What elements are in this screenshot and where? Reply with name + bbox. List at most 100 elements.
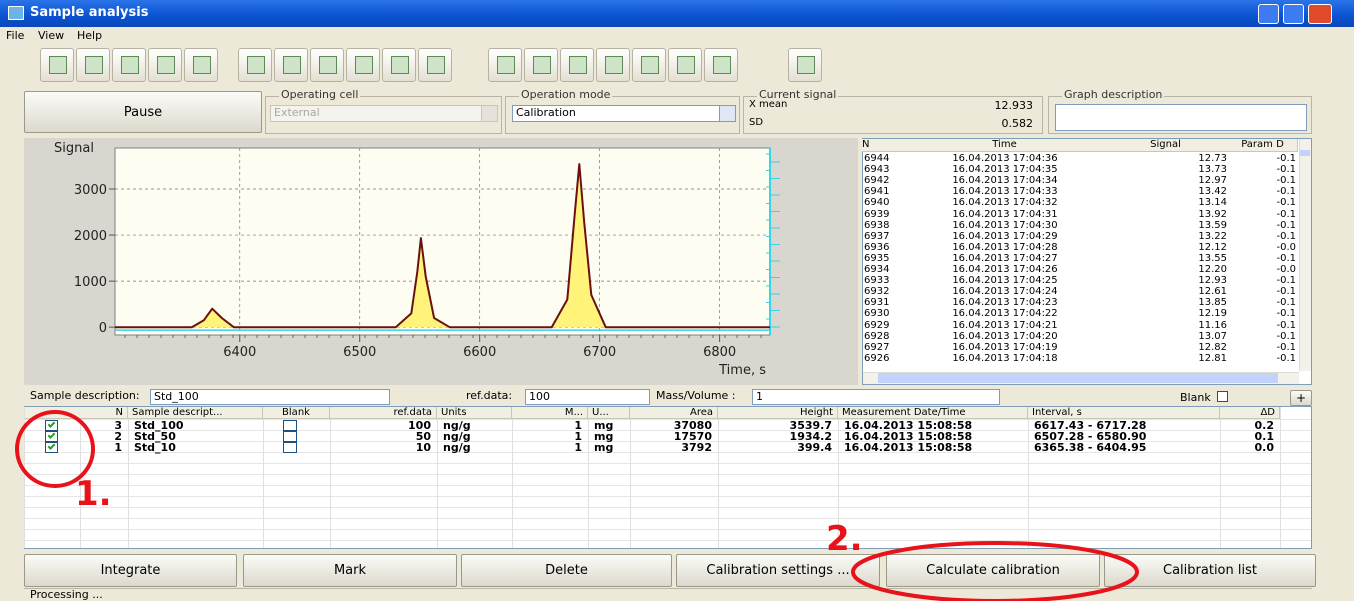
column-header[interactable]: Measurement Date/Time (838, 407, 1028, 419)
table-cell: 12.20 (1198, 264, 1227, 275)
menu-item[interactable]: View (38, 29, 65, 42)
action-button[interactable]: Delete (461, 554, 672, 587)
table-cell: 16.04.2013 17:04:21 (952, 319, 1058, 331)
minimize-button[interactable] (1258, 4, 1279, 24)
column-header: N (862, 139, 906, 152)
toolbar-icon (121, 56, 139, 74)
column-header[interactable]: ref.data (330, 407, 437, 419)
field-label: X mean (749, 99, 788, 110)
table-cell: 6926 (864, 352, 890, 364)
action-button[interactable]: Calibration settings ... (676, 554, 880, 587)
table-cell: -0.1 (1276, 341, 1296, 353)
row-line (25, 419, 1311, 420)
group-label: Operation mode (519, 88, 613, 101)
scroll-thumb[interactable] (1300, 150, 1310, 156)
table-cell: ng/g (443, 419, 471, 432)
column-line (330, 407, 331, 548)
column-line (128, 407, 129, 548)
graph-description-input[interactable] (1055, 104, 1307, 131)
group-label: Graph description (1062, 88, 1165, 101)
toolbar-button[interactable] (310, 48, 344, 82)
toolbar-button[interactable] (596, 48, 630, 82)
column-line (1220, 407, 1221, 548)
table-cell: -0.1 (1276, 208, 1296, 220)
column-header[interactable]: Interval, s (1028, 407, 1220, 419)
table-cell: 399.4 (797, 441, 832, 454)
mass-volume-input[interactable]: 1 (752, 389, 1000, 405)
vertical-scrollbar[interactable] (1299, 139, 1311, 371)
combo-arrow[interactable] (719, 106, 735, 121)
table-cell: 6934 (864, 264, 890, 275)
pause-button[interactable]: Pause (24, 91, 262, 133)
column-header[interactable]: ΔD (1220, 407, 1280, 419)
table-cell: 16.04.2013 17:04:31 (952, 208, 1058, 220)
menu-item[interactable]: File (6, 29, 25, 42)
row-line (25, 518, 1311, 519)
add-button[interactable]: + (1290, 390, 1312, 406)
row-line (25, 529, 1311, 530)
scroll-thumb[interactable] (878, 373, 1278, 383)
column-header[interactable]: Height (718, 407, 838, 419)
action-button[interactable]: Calibration list (1104, 554, 1316, 587)
blank-checkbox[interactable] (283, 420, 297, 431)
table-cell: 16.04.2013 15:08:58 (844, 441, 973, 454)
table-cell: 13.55 (1198, 252, 1227, 264)
x-tick-label: 6700 (583, 345, 616, 360)
table-cell: 6937 (864, 230, 890, 242)
table-cell: 0.0 (1254, 441, 1275, 454)
blank-checkbox[interactable] (1217, 391, 1228, 402)
table-cell: 16.04.2013 17:04:28 (952, 241, 1058, 253)
combo-box[interactable]: Calibration (512, 105, 736, 122)
table-cell: 100 (408, 419, 431, 432)
column-header[interactable]: Area (630, 407, 718, 419)
status-text: Processing ... (30, 588, 103, 601)
table-cell: 6943 (864, 164, 890, 176)
toolbar-button[interactable] (40, 48, 74, 82)
toolbar-icon (533, 56, 551, 74)
sd-value: 0.582 (1001, 117, 1034, 130)
table-cell: 3 (114, 419, 122, 432)
column-header[interactable]: U... (588, 407, 630, 419)
table-cell: 13.92 (1198, 208, 1227, 220)
table-cell: 13.85 (1198, 297, 1227, 309)
column-header[interactable]: Units (437, 407, 512, 419)
table-cell: Std_100 (134, 419, 184, 432)
action-button[interactable]: Calculate calibration (886, 554, 1100, 587)
field-label: Blank (1180, 391, 1211, 404)
action-button[interactable]: Mark (243, 554, 457, 587)
toolbar-button[interactable] (560, 48, 594, 82)
table-cell: 16.04.2013 17:04:20 (952, 330, 1058, 342)
action-button[interactable]: Integrate (24, 554, 237, 587)
x-tick-label: 6500 (343, 345, 376, 360)
title-bar: Sample analysis (0, 0, 1354, 27)
x-tick-label: 6800 (703, 345, 736, 360)
toolbar-icon (713, 56, 731, 74)
toolbar-icon (85, 56, 103, 74)
table-cell: 13.73 (1198, 164, 1227, 176)
table-cell: 1 (574, 430, 582, 443)
row-line (25, 540, 1311, 541)
column-line (512, 407, 513, 548)
table-cell: -0.1 (1276, 186, 1296, 198)
blank-checkbox[interactable] (283, 431, 297, 442)
close-button[interactable] (1308, 4, 1332, 24)
menu-item[interactable]: Help (77, 29, 103, 42)
table-cell: -0.1 (1276, 308, 1296, 320)
sample-description-input[interactable]: Std_100 (150, 389, 390, 405)
blank-checkbox[interactable] (283, 442, 297, 453)
table-cell: 0.1 (1254, 430, 1275, 443)
column-header[interactable]: N (80, 407, 128, 419)
column-header[interactable]: Blank (263, 407, 330, 419)
table-cell: 6931 (864, 297, 890, 309)
plot-area (114, 147, 771, 336)
x-tick-label: 6600 (463, 345, 496, 360)
table-cell: 6940 (864, 197, 890, 209)
maximize-button[interactable] (1283, 4, 1304, 24)
column-line (1028, 407, 1029, 548)
ref-data-input[interactable]: 100 (525, 389, 650, 405)
column-header[interactable]: Sample descript... (128, 407, 263, 419)
column-header[interactable]: M... (512, 407, 588, 419)
column-line (24, 407, 25, 548)
toolbar (0, 44, 1354, 90)
toolbar-icon (283, 56, 301, 74)
